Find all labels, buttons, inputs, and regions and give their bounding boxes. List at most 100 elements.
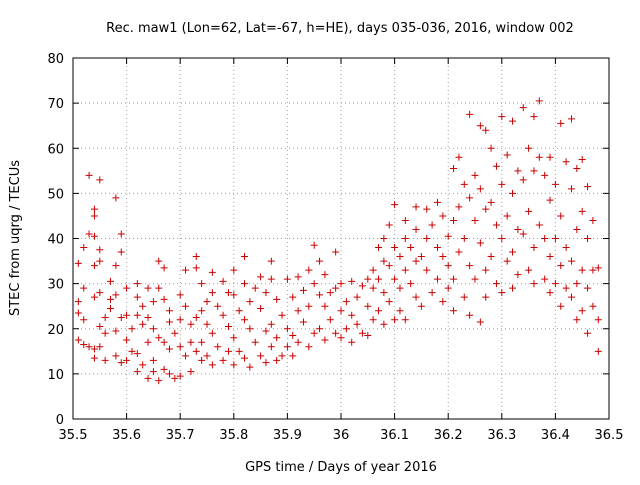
data-point [187, 368, 195, 376]
data-point [133, 350, 141, 358]
chart-title: Rec. maw1 (Lon=62, Lat=-67, h=HE), days … [106, 21, 574, 36]
data-point [289, 293, 297, 301]
data-point [107, 295, 115, 303]
data-point [155, 257, 163, 265]
data-point [364, 302, 372, 310]
data-point [385, 262, 393, 270]
data-point [182, 266, 190, 274]
data-point [310, 241, 318, 249]
y-tick-label: 80 [47, 52, 64, 67]
data-point [208, 289, 216, 297]
data-point [487, 144, 495, 152]
data-point [117, 230, 125, 238]
data-point [557, 302, 565, 310]
data-point [192, 253, 200, 261]
data-point [176, 343, 184, 351]
data-point [433, 244, 441, 252]
data-point [283, 343, 291, 351]
data-point [123, 356, 131, 364]
data-point [278, 311, 286, 319]
data-point [112, 194, 120, 202]
data-point [267, 320, 275, 328]
y-tick-label: 0 [56, 413, 64, 428]
x-tick-label: 36.3 [487, 428, 516, 443]
data-point [375, 275, 383, 283]
data-point [380, 235, 388, 242]
data-point [203, 320, 211, 328]
data-point [487, 253, 495, 261]
data-point [492, 280, 500, 288]
data-point [149, 368, 157, 376]
data-point [235, 307, 243, 315]
data-point [299, 318, 307, 326]
data-point [364, 275, 372, 283]
data-point [96, 246, 104, 254]
data-point [235, 347, 243, 355]
data-point [546, 153, 554, 161]
data-point [262, 327, 270, 335]
data-point [176, 372, 184, 380]
data-point [198, 280, 206, 288]
data-point [149, 356, 157, 364]
data-point [144, 313, 152, 321]
data-point [165, 307, 173, 315]
data-point [433, 275, 441, 283]
y-tick-labels: 0 10 20 30 40 50 60 70 80 [47, 52, 64, 428]
data-point [348, 277, 356, 285]
data-point [165, 370, 173, 378]
data-point [567, 293, 575, 301]
data-point [208, 361, 216, 369]
data-point [455, 153, 463, 161]
data-point [407, 280, 415, 288]
data-point [423, 266, 431, 274]
data-point [128, 347, 136, 355]
data-point [369, 266, 377, 274]
data-point [450, 216, 458, 224]
data-point [385, 298, 393, 306]
data-point [358, 282, 366, 290]
data-point [348, 338, 356, 346]
data-point [551, 235, 559, 242]
data-point [396, 307, 404, 315]
x-axis-label: GPS time / Days of year 2016 [245, 460, 437, 475]
data-point [257, 304, 265, 312]
data-point [155, 377, 163, 385]
data-point [444, 284, 452, 292]
data-point [257, 352, 265, 360]
data-point [310, 280, 318, 288]
data-point [541, 275, 549, 283]
data-point [289, 332, 297, 340]
data-point [439, 253, 447, 261]
data-point [519, 176, 527, 184]
x-tick-label: 36 [333, 428, 350, 443]
data-point [551, 280, 559, 288]
data-point [482, 205, 490, 213]
data-point [514, 167, 522, 175]
data-point [208, 329, 216, 337]
data-point [375, 244, 383, 252]
data-point [567, 257, 575, 265]
x-tick-label: 36.1 [380, 428, 409, 443]
data-point [428, 221, 436, 229]
data-point [391, 275, 399, 283]
y-tick-label: 40 [47, 233, 64, 248]
data-point [219, 277, 227, 285]
x-tick-label: 36.4 [541, 428, 570, 443]
axis-ticks [72, 57, 610, 420]
data-point [144, 284, 152, 292]
data-point [316, 325, 324, 333]
data-point [391, 201, 399, 209]
data-point [573, 165, 581, 173]
data-point [187, 338, 195, 346]
x-tick-label: 35.7 [166, 428, 195, 443]
data-point [460, 180, 468, 188]
data-point [139, 361, 147, 369]
data-point [535, 221, 543, 229]
data-point [332, 248, 340, 256]
data-point [423, 235, 431, 242]
data-point [171, 329, 179, 337]
data-point [471, 171, 479, 179]
data-point [342, 325, 350, 333]
data-point [557, 212, 565, 220]
